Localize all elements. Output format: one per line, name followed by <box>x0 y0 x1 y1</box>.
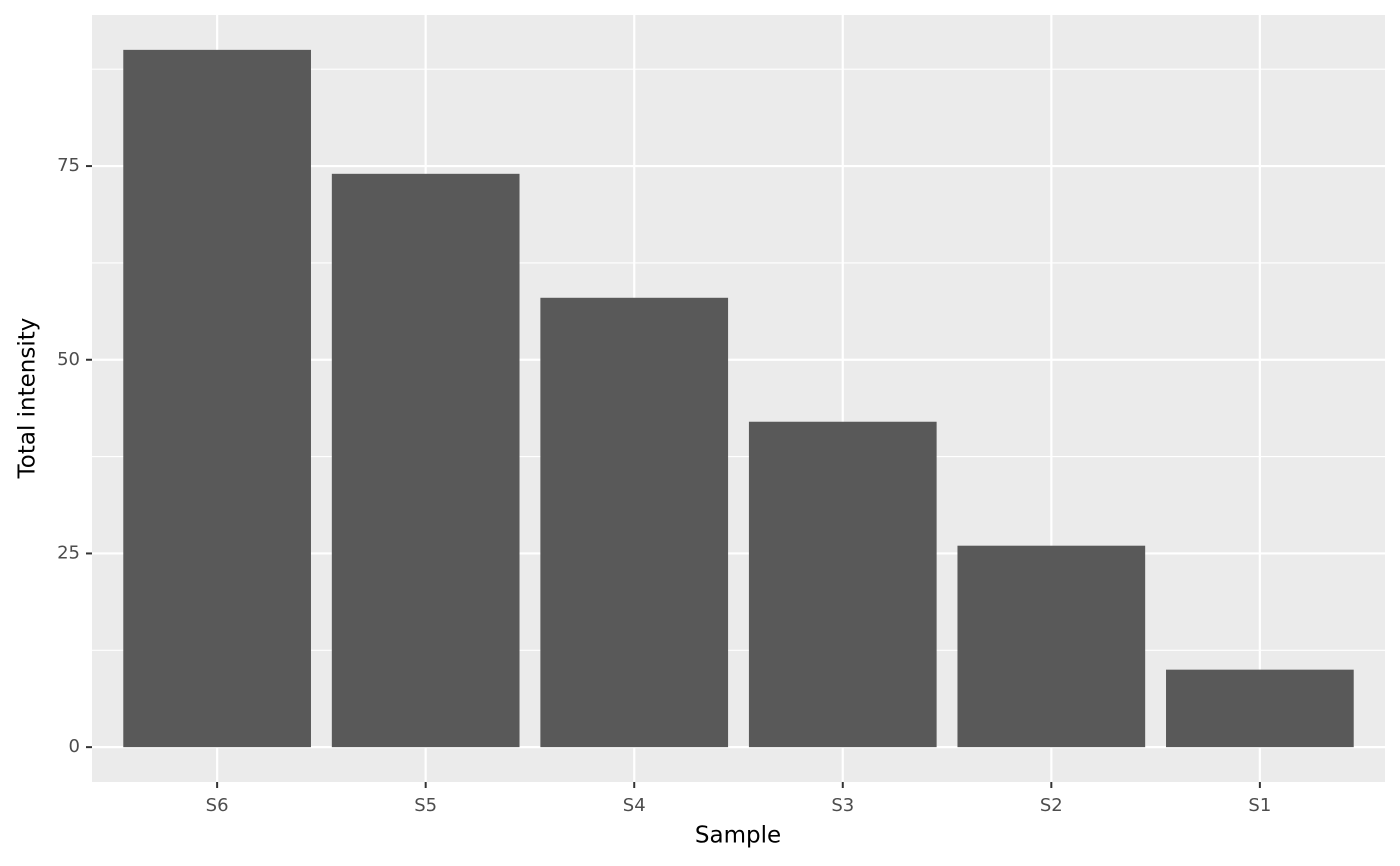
bar <box>123 49 311 748</box>
y-tick-label: 75 <box>57 155 80 176</box>
bar <box>540 297 729 748</box>
bar <box>957 545 1146 748</box>
y-tick-label: 25 <box>57 542 80 563</box>
x-tick-label: S2 <box>1040 795 1063 816</box>
bar <box>1166 669 1354 748</box>
y-axis-title: Total intensity <box>15 318 41 480</box>
y-tick-label: 50 <box>57 349 80 370</box>
x-tick-label: S1 <box>1248 795 1271 816</box>
x-tick-label: S5 <box>414 795 437 816</box>
bar <box>748 421 937 748</box>
x-tick-label: S3 <box>831 795 854 816</box>
x-axis-title: Sample <box>695 823 781 849</box>
x-tick-label: S4 <box>623 795 646 816</box>
x-tick-label: S6 <box>206 795 229 816</box>
marks <box>123 49 1354 748</box>
y-tick-label: 0 <box>69 736 80 757</box>
bar <box>331 173 520 748</box>
